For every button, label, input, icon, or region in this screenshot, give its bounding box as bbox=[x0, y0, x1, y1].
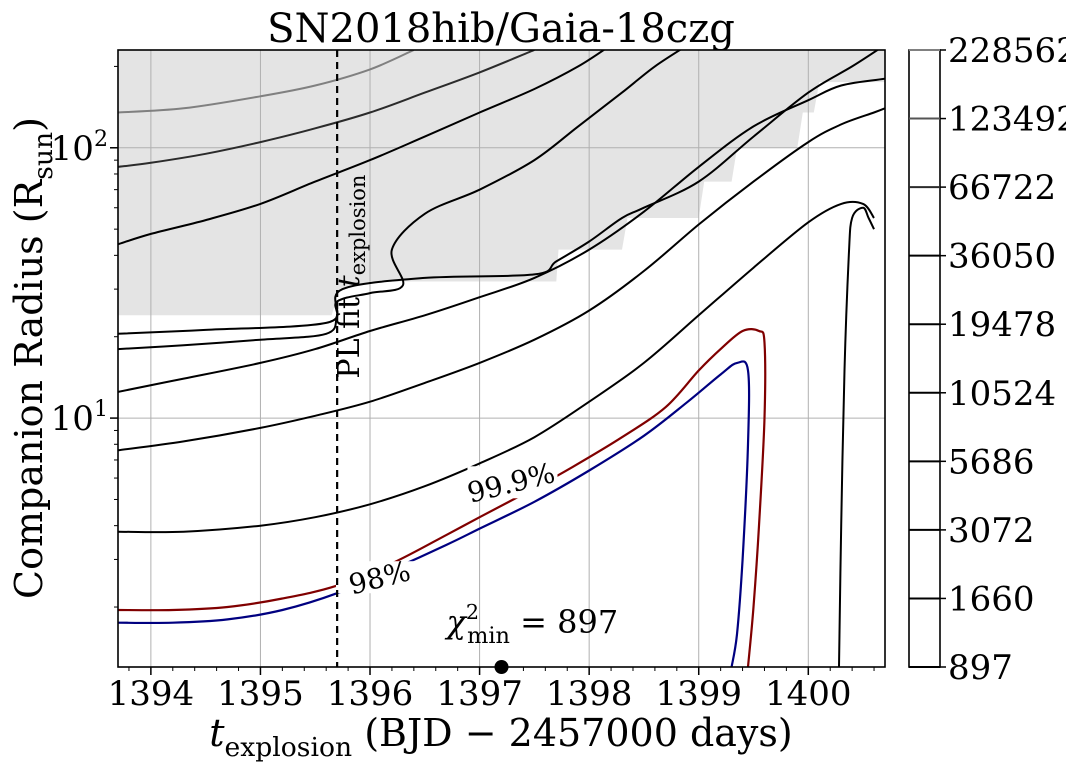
excluded-region bbox=[118, 50, 885, 316]
confidence-contour-layer: 99.9%98% bbox=[118, 328, 767, 667]
y-axis-ticks: 101 102 bbox=[51, 65, 118, 608]
grid-layer bbox=[118, 50, 885, 667]
confidence-label-bg bbox=[467, 466, 558, 499]
y-tick-label: 102 bbox=[51, 126, 108, 169]
colorbar-label: 897 bbox=[948, 648, 1013, 688]
colorbar-label: 123492 bbox=[948, 100, 1066, 140]
contour-line-3072 bbox=[118, 200, 875, 534]
y-axis-label: Companion Radius (Rsun) bbox=[7, 117, 59, 599]
excluded-region-layer bbox=[118, 50, 885, 316]
colorbar-frame bbox=[908, 49, 941, 668]
x-axis-ticks: 1394 1395 1396 1397 1398 1399 1400 bbox=[108, 667, 875, 714]
contour-line-5686 bbox=[118, 107, 885, 452]
plot-area: 99.9%98% PL fit texplosion χ2 min = 897 1… bbox=[51, 49, 886, 714]
x-tick-label: 1397 bbox=[436, 674, 523, 714]
x-tick-label: 1396 bbox=[327, 674, 414, 714]
colorbar-level-lines bbox=[909, 49, 946, 668]
contour-line-123492 bbox=[118, 50, 415, 114]
x-tick-label: 1395 bbox=[217, 674, 304, 714]
colorbar-label: 228562 bbox=[948, 31, 1066, 71]
colorbar-label: 10524 bbox=[948, 374, 1056, 414]
contour-line-36050 bbox=[118, 50, 682, 335]
colorbar-labels: 897 1660 3072 5686 10524 19478 36050 66722 12349… bbox=[948, 31, 1066, 688]
x-tick-label: 1399 bbox=[655, 674, 742, 714]
x-tick-label: 1394 bbox=[108, 674, 195, 714]
colorbar-label: 3072 bbox=[948, 511, 1035, 551]
contour-line-19478 bbox=[118, 50, 880, 351]
contour-line-36050 bbox=[118, 50, 606, 246]
confidence-contour-line bbox=[118, 328, 767, 667]
x-axis-label: texplosion (BJD − 2457000 days) bbox=[209, 711, 792, 763]
contour-line-66722 bbox=[118, 50, 535, 168]
colorbar-label: 66722 bbox=[948, 168, 1056, 208]
contour-line-1660 bbox=[838, 206, 875, 667]
confidence-label-bg bbox=[335, 561, 426, 594]
explosion-time-label: PL fit texplosion bbox=[332, 175, 370, 379]
colorbar-label: 5686 bbox=[948, 442, 1035, 482]
chart-title: SN2018hib/Gaia-18czg bbox=[267, 6, 735, 52]
x-tick-label: 1398 bbox=[546, 674, 633, 714]
x-tick-label: 1400 bbox=[765, 674, 852, 714]
colorbar-label: 19478 bbox=[948, 305, 1056, 345]
contour-layer bbox=[118, 50, 885, 667]
colorbar: 897 1660 3072 5686 10524 19478 36050 66722 12349… bbox=[908, 31, 1066, 688]
chi2-minimum-label: χ2 min = 897 bbox=[445, 600, 619, 649]
y-tick-label: 101 bbox=[51, 396, 108, 439]
confidence-contour-line bbox=[118, 360, 751, 667]
colorbar-label: 36050 bbox=[948, 237, 1056, 277]
colorbar-label: 1660 bbox=[948, 579, 1035, 619]
